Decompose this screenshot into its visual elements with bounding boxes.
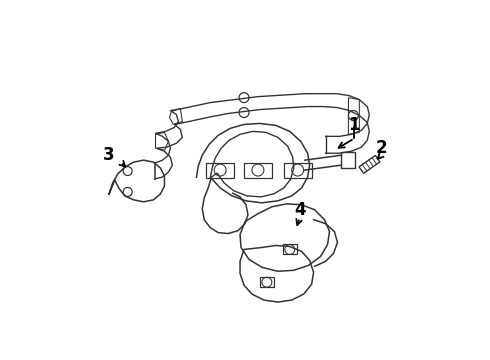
Text: 3: 3 [103, 146, 115, 164]
Text: 2: 2 [375, 139, 387, 157]
Text: 4: 4 [294, 201, 305, 219]
Text: 1: 1 [348, 116, 360, 134]
